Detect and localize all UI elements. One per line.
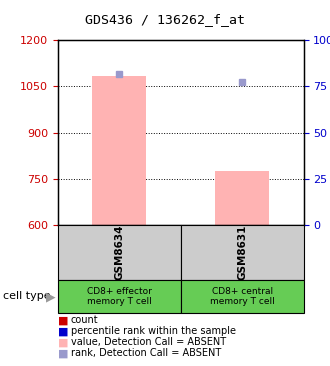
Text: ▶: ▶ — [46, 290, 56, 303]
Text: GDS436 / 136262_f_at: GDS436 / 136262_f_at — [85, 13, 245, 26]
Bar — [181, 280, 304, 313]
Text: ■: ■ — [58, 315, 68, 325]
Bar — [58, 280, 181, 313]
Text: ■: ■ — [58, 348, 68, 358]
Bar — [92, 76, 146, 225]
Text: ■: ■ — [58, 326, 68, 336]
Text: count: count — [71, 315, 99, 325]
Text: cell type: cell type — [3, 291, 51, 302]
Text: GSM8634: GSM8634 — [114, 225, 124, 280]
Text: GSM8631: GSM8631 — [237, 225, 247, 280]
Text: percentile rank within the sample: percentile rank within the sample — [71, 326, 236, 336]
Text: CD8+ effector
memory T cell: CD8+ effector memory T cell — [87, 287, 152, 306]
Text: rank, Detection Call = ABSENT: rank, Detection Call = ABSENT — [71, 348, 221, 358]
Bar — [181, 225, 304, 280]
Text: value, Detection Call = ABSENT: value, Detection Call = ABSENT — [71, 337, 226, 347]
Bar — [58, 225, 181, 280]
Bar — [215, 171, 269, 225]
Text: CD8+ central
memory T cell: CD8+ central memory T cell — [210, 287, 275, 306]
Text: ■: ■ — [58, 337, 68, 347]
